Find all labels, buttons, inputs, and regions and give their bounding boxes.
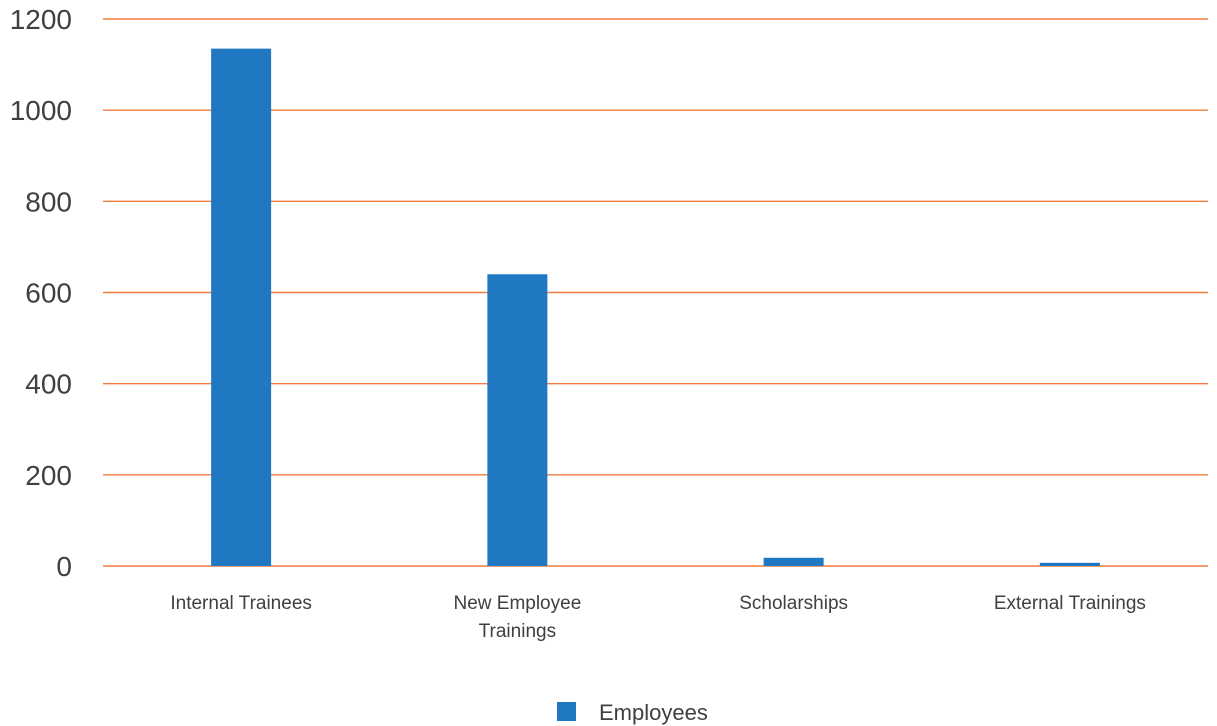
- grid-lines: [103, 18, 1208, 567]
- bar: [763, 557, 824, 566]
- bars: [211, 48, 1100, 567]
- legend: Employees: [557, 700, 708, 725]
- y-tick-label: 200: [25, 460, 72, 491]
- bar: [487, 274, 548, 566]
- x-axis-labels: Internal Trainees New Employee Trainings Sc…: [170, 593, 1146, 642]
- y-tick-label: 600: [25, 278, 72, 309]
- y-axis-ticks: 0 200 400 600 800 1000 1200: [10, 4, 72, 582]
- y-tick-label: 1200: [10, 4, 72, 35]
- x-category-label: Scholarships: [739, 593, 848, 614]
- legend-swatch-employees: [557, 702, 576, 721]
- y-tick-label: 0: [56, 551, 72, 582]
- bar: [211, 48, 272, 567]
- x-category-label: Internal Trainees: [170, 593, 312, 614]
- x-category-label: External Trainings: [994, 593, 1146, 614]
- x-category-label: New Employee Trainings: [453, 593, 581, 642]
- bar: [1039, 562, 1100, 566]
- y-tick-label: 1000: [10, 95, 72, 126]
- y-tick-label: 800: [25, 186, 72, 217]
- y-tick-label: 400: [25, 369, 72, 400]
- legend-label-employees: Employees: [599, 700, 708, 725]
